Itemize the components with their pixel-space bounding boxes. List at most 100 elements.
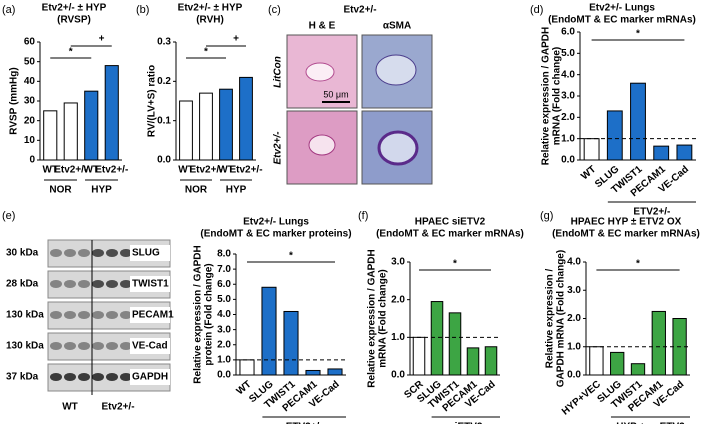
blot-band [106, 249, 118, 257]
y-tick-label: 1.0 [217, 355, 231, 366]
y-tick-label: 3.0 [567, 285, 581, 296]
tissue [308, 134, 336, 156]
scale-label: 50 μm [323, 89, 348, 99]
lane-label: Etv2+/- [101, 402, 134, 413]
bar [219, 88, 233, 161]
y-tick-label: 0.3 [157, 37, 171, 48]
blot-band [92, 342, 104, 350]
bar [43, 110, 58, 161]
y-axis-label: mRNA (Fold change) [378, 269, 389, 368]
column-label: H & E [309, 21, 336, 32]
bar [430, 301, 444, 376]
chart-subtitle: (EndoMT & EC marker proteins) [200, 229, 351, 240]
lane-label: WT [62, 402, 78, 413]
bar [448, 312, 462, 376]
blot-band [120, 311, 132, 319]
group-label: NOR [185, 185, 208, 196]
significance-mark: + [233, 34, 239, 45]
protein-label-bg [130, 369, 170, 385]
protein-label: GAPDH [132, 372, 168, 383]
y-tick-label: 8.0 [217, 249, 231, 260]
micrographs [286, 34, 433, 185]
blot-band [50, 249, 62, 257]
y-tick-label: 1.0 [391, 332, 405, 343]
y-tick-label: 60 [24, 37, 36, 48]
blot-band [78, 311, 90, 319]
y-tick-label: 30 [24, 96, 36, 107]
y-tick-label: 5.0 [561, 48, 575, 59]
y-tick-label: 0.0 [561, 155, 575, 166]
blot-band [120, 280, 132, 288]
blot-band [64, 249, 76, 257]
bar [412, 336, 426, 376]
chart-title: Etv2+/- Lungs [243, 217, 309, 228]
protein-label: TWIST1 [132, 279, 169, 290]
y-tick-label: 4.0 [561, 69, 575, 80]
y-tick-label: 2.0 [561, 112, 575, 123]
size-label: 37 kDa [6, 372, 39, 383]
chart-subtitle: (EndoMT & EC marker mRNAs) [552, 229, 700, 240]
group-label: siETV2 [449, 422, 483, 424]
y-tick-label: 7.0 [217, 264, 231, 275]
protein-label-bg [130, 245, 170, 261]
group-label: HYP + oxETV2 [616, 422, 685, 424]
y-axis-label: Relative expression / GAPDH [367, 249, 378, 387]
y-axis-label: RVSP (mmHg) [9, 67, 20, 134]
significance-mark: * [204, 47, 208, 58]
chart-subtitle: (RVH) [196, 15, 224, 26]
chart-title: HPAEC HYP ± ETV2 OX [571, 217, 682, 228]
bar [651, 310, 666, 376]
significance-mark: * [636, 29, 640, 40]
y-tick-label: 5.0 [217, 294, 231, 305]
panel-label: (b) [136, 4, 149, 16]
y-tick-label: 0 [29, 155, 35, 166]
x-tick-label: Etv2+/- [95, 165, 128, 176]
y-tick-label: 1.0 [567, 341, 581, 352]
blot-band [92, 249, 104, 257]
y-tick-label: 3.0 [217, 324, 231, 335]
y-tick-label: 3.0 [391, 257, 405, 268]
y-tick-label: 20 [24, 115, 36, 126]
y-axis-label: Relative expression / [545, 269, 556, 369]
micrograph-title: Etv2+/- [343, 5, 376, 16]
bar [199, 92, 213, 161]
y-axis-label: RV/(LV+S) ratio [147, 65, 158, 137]
significance-mark: * [453, 259, 457, 270]
size-label: 130 kDa [6, 310, 44, 321]
blot-band [106, 373, 118, 381]
significance-mark: * [289, 251, 293, 262]
y-tick-label: 0.0 [217, 370, 231, 381]
bar [261, 286, 277, 376]
chart-subtitle: (RVSP) [57, 15, 91, 26]
blot-band [64, 342, 76, 350]
bar [466, 347, 480, 376]
blot-band [50, 280, 62, 288]
y-tick-label: 50 [24, 56, 36, 67]
significance-mark: * [69, 47, 73, 58]
y-tick-label: 1.0 [561, 133, 575, 144]
size-label: 130 kDa [6, 341, 44, 352]
blot-band [78, 373, 90, 381]
panel-label: (c) [268, 4, 281, 16]
blot-band [106, 311, 118, 319]
western-blot: SLUG 30 kDa TWIST1 28 kDa PECAM1 130 kDa VE-Ca… [6, 239, 174, 413]
significance-mark: * [636, 259, 640, 270]
blot-band [64, 373, 76, 381]
chart-title: HPAEC siETV2 [415, 217, 486, 228]
bar [305, 369, 321, 376]
x-tick-label: Etv2+/- [189, 165, 222, 176]
y-tick-label: 6.0 [561, 27, 575, 38]
bar [327, 368, 343, 376]
chart-title: Etv2+/- Lungs [589, 3, 655, 14]
group-label: ETV2+/- [286, 422, 323, 424]
column-label: αSMA [383, 21, 411, 32]
y-tick-label: 40 [24, 76, 36, 87]
bar [63, 102, 78, 161]
y-axis-label: Relative expression / GAPDH [541, 27, 552, 165]
y-tick-label: 4.0 [567, 257, 581, 268]
y-tick-label: 0.0 [567, 370, 581, 381]
tissue [305, 62, 335, 82]
panel-label: (d) [530, 4, 543, 16]
protein-label: VE-Cad [132, 341, 168, 352]
bar [104, 65, 119, 161]
